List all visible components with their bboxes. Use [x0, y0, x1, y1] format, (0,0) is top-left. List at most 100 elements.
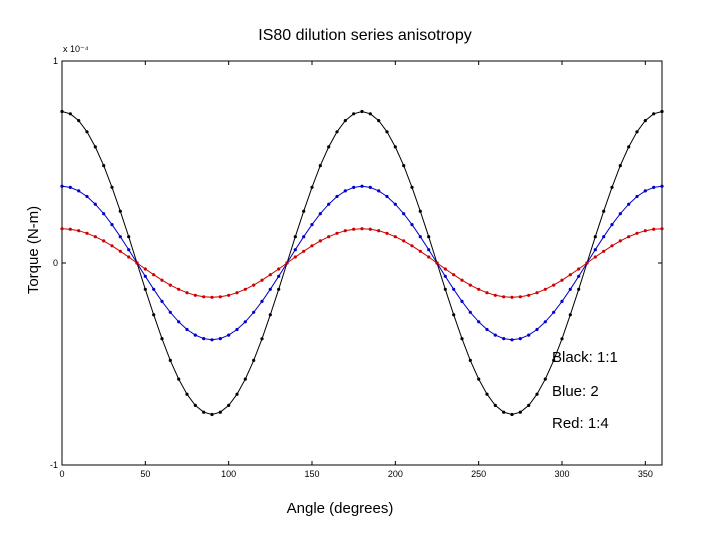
data-point — [68, 227, 72, 231]
data-point — [443, 287, 447, 291]
data-point — [627, 145, 631, 149]
data-point — [185, 392, 189, 396]
data-point — [568, 273, 572, 277]
data-point — [268, 273, 272, 277]
data-point — [102, 164, 106, 168]
data-point — [168, 358, 172, 362]
data-point — [627, 202, 631, 206]
data-point — [560, 299, 564, 303]
data-point — [277, 287, 281, 291]
data-point — [227, 403, 231, 407]
data-point — [368, 227, 372, 231]
data-point — [643, 229, 647, 233]
data-point — [502, 295, 506, 299]
data-point — [427, 248, 431, 252]
data-point — [410, 244, 414, 248]
data-point — [185, 327, 189, 332]
data-point — [468, 283, 472, 287]
data-point — [127, 255, 131, 259]
data-point — [418, 249, 422, 253]
data-point — [635, 194, 639, 199]
data-point — [335, 231, 339, 235]
data-point — [527, 333, 531, 337]
data-point — [352, 185, 356, 189]
y-tick-label: 1 — [53, 56, 58, 66]
data-point — [477, 377, 481, 381]
data-point — [510, 295, 514, 299]
data-point — [393, 202, 397, 206]
data-point — [318, 239, 322, 243]
data-point — [593, 248, 597, 252]
data-point — [435, 261, 439, 265]
data-point — [302, 235, 306, 239]
data-point — [493, 333, 497, 337]
data-point — [343, 229, 347, 233]
data-point — [252, 310, 256, 314]
data-point — [660, 227, 664, 231]
data-point — [327, 202, 331, 206]
data-point — [460, 299, 464, 303]
data-point — [202, 337, 206, 341]
data-point — [77, 229, 81, 233]
data-point — [152, 273, 156, 277]
data-point — [177, 287, 181, 291]
data-point — [377, 189, 381, 193]
y-exponent-label: x 10⁻⁴ — [63, 44, 89, 54]
data-point — [185, 291, 189, 295]
data-point — [418, 209, 422, 213]
x-tick-label: 50 — [140, 469, 150, 479]
data-point — [360, 227, 364, 231]
data-point — [385, 130, 389, 134]
data-point — [202, 295, 206, 299]
data-point — [343, 119, 347, 123]
data-point — [402, 239, 406, 243]
data-point — [485, 392, 489, 396]
data-point — [143, 274, 147, 278]
data-point — [285, 261, 289, 265]
data-point — [152, 287, 156, 291]
data-point — [635, 130, 639, 134]
data-point — [318, 164, 322, 168]
data-point — [627, 235, 631, 239]
data-point — [302, 249, 306, 253]
data-point — [493, 293, 497, 297]
data-point — [335, 130, 339, 134]
data-point — [577, 267, 581, 271]
data-point — [610, 185, 614, 189]
data-point — [468, 310, 472, 314]
data-point — [393, 235, 397, 239]
data-point — [143, 267, 147, 271]
data-point — [343, 189, 347, 193]
x-tick-label: 250 — [471, 469, 486, 479]
x-ticks: 0 50 100 150 200 250 300 350 — [59, 61, 653, 479]
data-point — [118, 209, 122, 213]
data-point — [110, 223, 114, 227]
data-point — [543, 377, 547, 381]
data-point — [160, 299, 164, 303]
data-point — [110, 244, 114, 248]
data-point — [477, 287, 481, 291]
data-point — [368, 112, 372, 116]
data-point — [252, 358, 256, 362]
data-point — [160, 337, 164, 341]
data-point — [60, 184, 64, 188]
x-tick-label: 350 — [638, 469, 653, 479]
y-tick-label: -1 — [50, 460, 58, 470]
series-line — [61, 185, 663, 341]
legend-entry-black: Black: 1:1 — [552, 349, 618, 366]
data-point — [202, 410, 206, 414]
data-point — [535, 392, 539, 396]
legend: Black: 1:1 Blue: 2 Red: 1:4 — [552, 349, 618, 432]
data-point — [235, 392, 239, 396]
data-point — [235, 327, 239, 332]
legend-entry-blue: Blue: 2 — [552, 383, 599, 400]
data-point — [85, 130, 89, 134]
data-point — [352, 227, 356, 231]
data-point — [368, 185, 372, 189]
data-point — [410, 223, 414, 227]
data-point — [460, 337, 464, 341]
data-point — [452, 313, 456, 317]
data-point — [318, 212, 322, 216]
data-point — [268, 287, 272, 291]
data-point — [602, 235, 606, 239]
